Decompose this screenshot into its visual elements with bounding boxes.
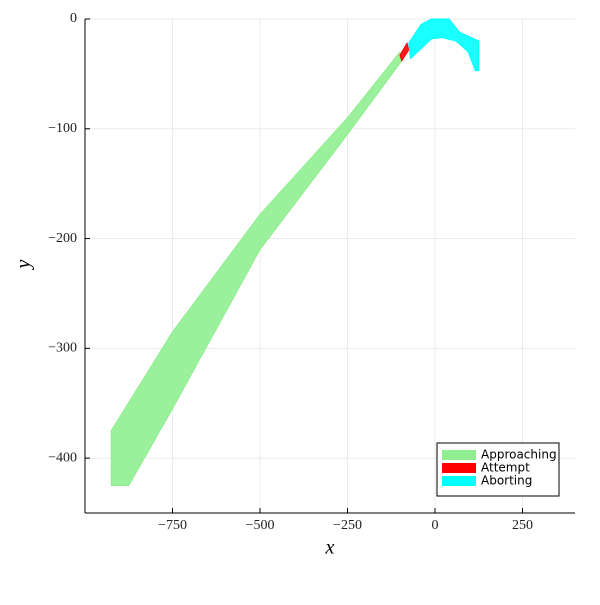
y-tick-label: −300 [48,341,77,356]
x-tick-label: 0 [432,518,439,533]
y-tick-label: −400 [48,450,77,465]
x-tick-label: 250 [512,518,533,533]
legend-label: Aborting [481,474,532,488]
legend-swatch [442,450,476,460]
trajectory-region [399,41,410,62]
legend-swatch [442,463,476,473]
y-tick-label: 0 [70,11,77,26]
x-tick-label: −250 [333,518,362,533]
trajectory-region [110,50,403,487]
y-tick-label: −200 [48,231,77,246]
trajectory-region [408,18,480,72]
y-axis-label: y [13,259,35,270]
x-axis-label: x [325,537,335,559]
x-tick-label: −750 [158,518,187,533]
x-tick-label: −500 [246,518,275,533]
legend-label: Approaching [481,448,557,462]
legend-swatch [442,476,476,486]
y-tick-label: −100 [48,121,77,136]
legend-label: Attempt [481,461,530,475]
